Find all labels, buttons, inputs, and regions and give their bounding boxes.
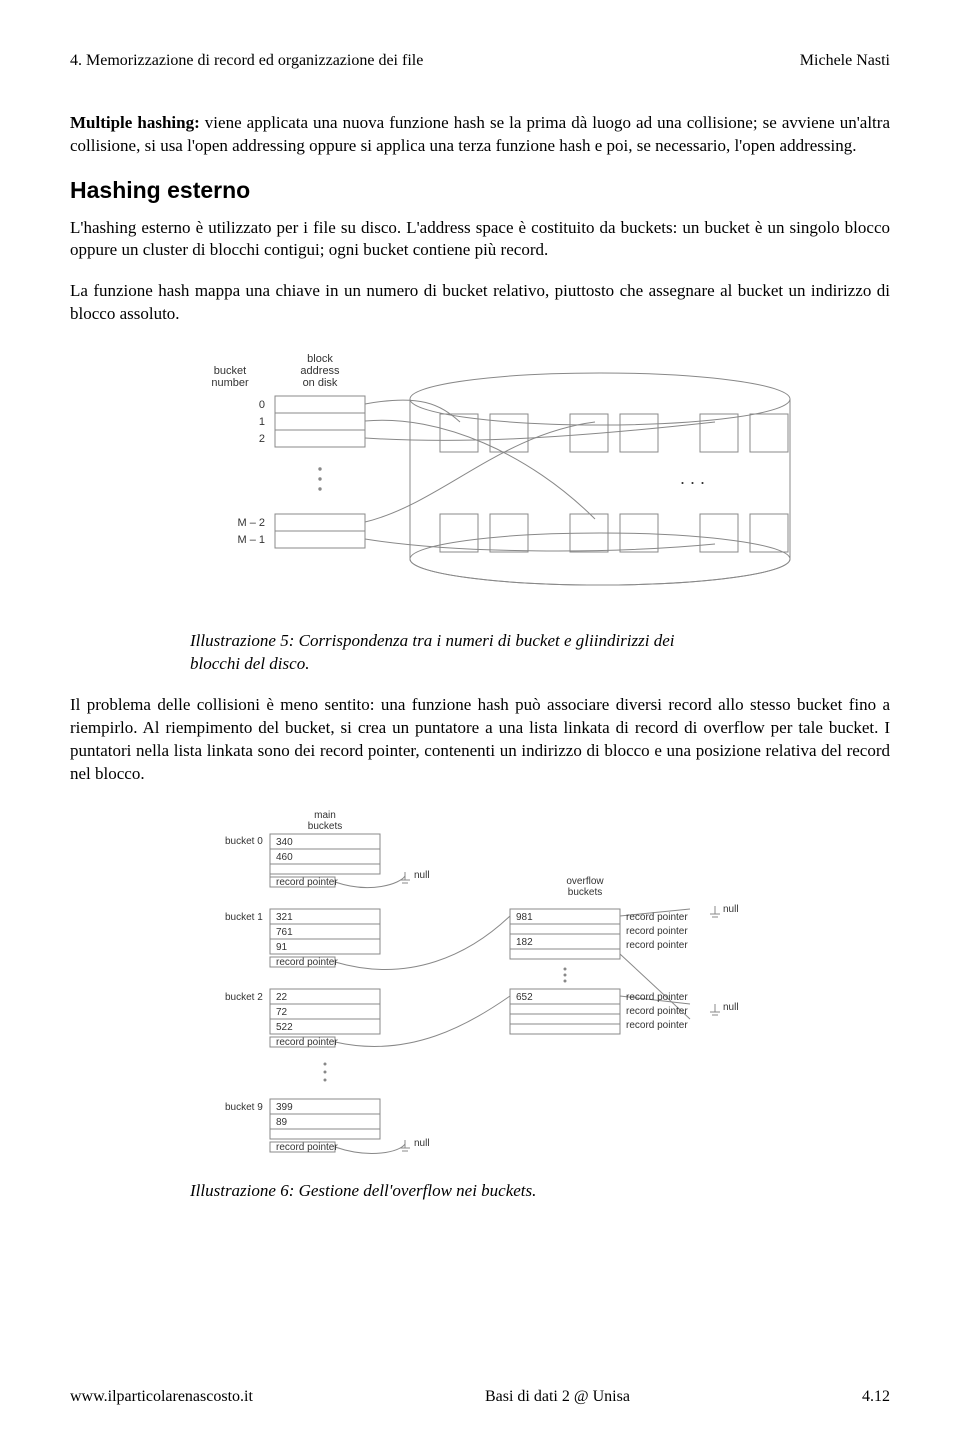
fig2-rp-o2c: record pointer: [626, 1020, 688, 1031]
footer-left: www.ilparticolarenascosto.it: [70, 1386, 253, 1408]
fig2-rp-o2b: record pointer: [626, 1006, 688, 1017]
fig2-b1-v2: 91: [276, 942, 288, 953]
paragraph-collisioni: Il problema delle collisioni è meno sent…: [70, 694, 890, 786]
svg-text:blockaddresson disk: blockaddresson disk: [300, 353, 340, 389]
fig2-b9-v0: 399: [276, 1102, 293, 1113]
svg-text:overflowbuckets: overflowbuckets: [566, 876, 604, 898]
fig2-o2-v0: 652: [516, 992, 533, 1003]
fig2-b0-v1: 460: [276, 852, 293, 863]
fig1-label-bucket-number-l1: bucket: [214, 365, 246, 377]
para1-lead: Multiple hashing:: [70, 113, 200, 132]
fig2-null-0: null: [414, 870, 430, 881]
fig2-rp-o1a: record pointer: [626, 912, 688, 923]
fig2-o1-v0: 981: [516, 912, 533, 923]
footer-right: 4.12: [862, 1386, 890, 1408]
fig2-rp-o1c: record pointer: [626, 940, 688, 951]
fig2-null-3: null: [723, 1002, 739, 1013]
fig2-b2-v0: 22: [276, 992, 288, 1003]
fig2-rp-2: record pointer: [276, 1037, 338, 1048]
fig2-label-bucket2: bucket 2: [225, 992, 263, 1003]
svg-text:mainbuckets: mainbuckets: [308, 810, 342, 832]
paragraph-hashing-esterno-1: L'hashing esterno è utilizzato per i fil…: [70, 217, 890, 263]
figure-5-bucket-mapping: bucketnumber blockaddresson disk 0 1 2 M…: [160, 344, 800, 624]
paragraph-hashing-esterno-2: La funzione hash mappa una chiave in un …: [70, 280, 890, 326]
fig1-label-bucket-number-l2: number: [211, 377, 249, 389]
fig2-b1-v0: 321: [276, 912, 293, 923]
footer-center: Basi di dati 2 @ Unisa: [485, 1386, 630, 1408]
fig1-row-m1: M – 1: [237, 534, 265, 546]
figure-6-overflow: mainbuckets overflowbuckets bucket 0 buc…: [170, 804, 790, 1174]
fig1-row-0: 0: [259, 399, 265, 411]
figure-5-caption: Illustrazione 5: Corrispondenza tra i nu…: [190, 630, 710, 676]
fig2-label-bucket0: bucket 0: [225, 836, 263, 847]
fig2-null-1: null: [414, 1138, 430, 1149]
svg-text:bucketnumber: bucketnumber: [211, 365, 249, 389]
header-right: Michele Nasti: [800, 50, 890, 72]
fig1-row-2: 2: [259, 433, 265, 445]
section-title-hashing-esterno: Hashing esterno: [70, 175, 890, 206]
page-footer: www.ilparticolarenascosto.it Basi di dat…: [70, 1386, 890, 1408]
fig2-b0-v0: 340: [276, 837, 293, 848]
header-left: 4. Memorizzazione di record ed organizza…: [70, 50, 423, 72]
page-header: 4. Memorizzazione di record ed organizza…: [70, 50, 890, 72]
fig2-o1-v1: 182: [516, 937, 533, 948]
fig2-b1-v1: 761: [276, 927, 293, 938]
fig2-null-2: null: [723, 904, 739, 915]
fig1-row-m2: M – 2: [237, 517, 265, 529]
fig2-b2-v1: 72: [276, 1007, 288, 1018]
fig2-label-bucket1: bucket 1: [225, 912, 263, 923]
fig2-rp-0: record pointer: [276, 877, 338, 888]
fig2-rp-3: record pointer: [276, 1142, 338, 1153]
fig2-b9-v1: 89: [276, 1117, 288, 1128]
figure-6-caption: Illustrazione 6: Gestione dell'overflow …: [190, 1180, 710, 1203]
fig2-b2-v2: 522: [276, 1022, 293, 1033]
fig2-label-bucket9: bucket 9: [225, 1102, 263, 1113]
fig2-rp-o1b: record pointer: [626, 926, 688, 937]
paragraph-multiple-hashing: Multiple hashing: viene applicata una nu…: [70, 112, 890, 158]
fig1-ellipsis: . . .: [680, 468, 705, 488]
fig2-rp-o2a: record pointer: [626, 992, 688, 1003]
fig2-rp-1: record pointer: [276, 957, 338, 968]
fig1-row-1: 1: [259, 416, 265, 428]
